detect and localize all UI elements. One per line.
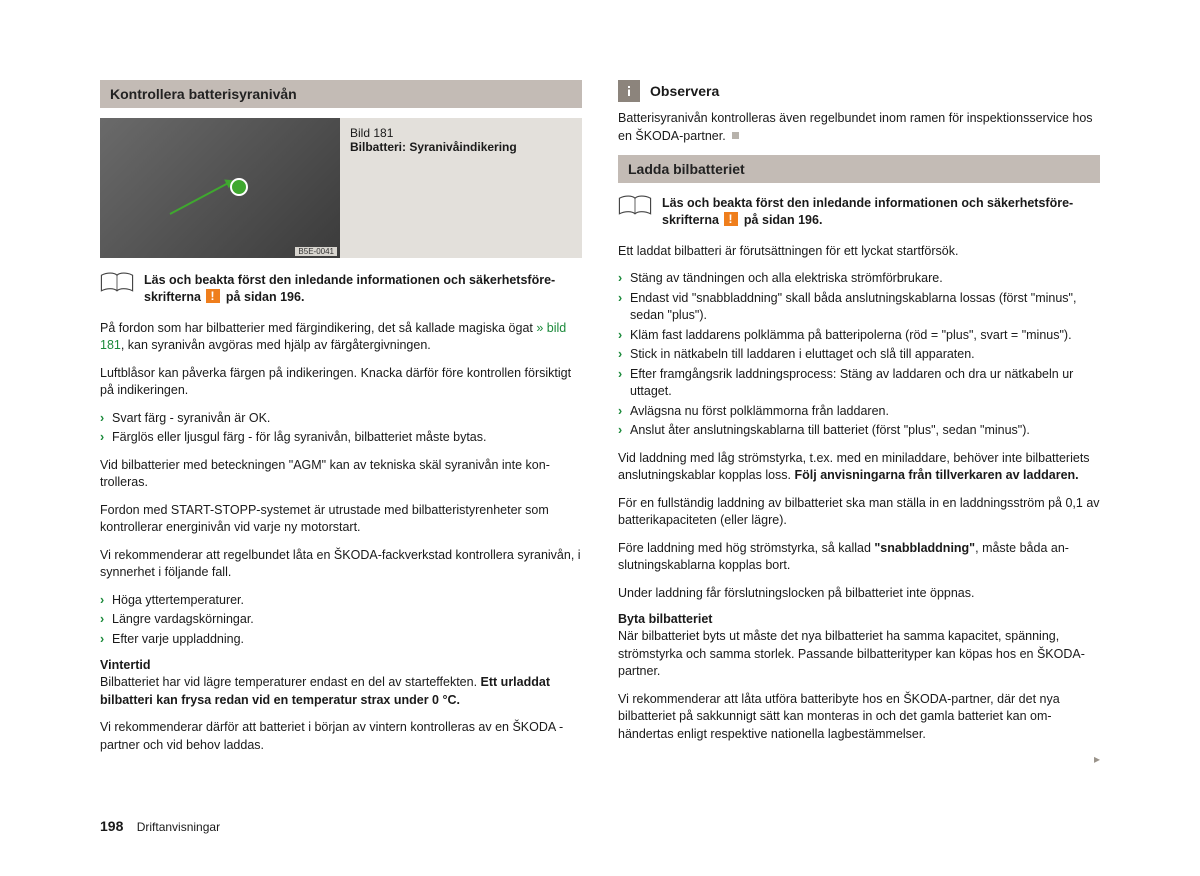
safety-note-text: Läs och beakta först den inledande infor… [144, 272, 582, 306]
figure-caption-text: Bilbatteri: Syranivåindikering [350, 140, 572, 154]
safety-note-right: Läs och beakta först den inledande infor… [618, 195, 1100, 229]
para-recommend-check: Vi rekommenderar att regelbundet låta en… [100, 547, 582, 582]
observera-header: Observera [618, 80, 1100, 102]
list-item: Anslut åter anslutningskablarna till bat… [618, 422, 1100, 440]
para-observera: Batterisyranivån kontrolleras även regel… [618, 110, 1100, 145]
winter-heading: Vintertid [100, 658, 582, 672]
para-replace-1: När bilbatteriet byts ut måste det nya b… [618, 628, 1100, 681]
list-item: Längre vardagskörningar. [100, 611, 582, 629]
para-full-charge: För en fullständig laddning av bilbatter… [618, 495, 1100, 530]
list-item: Efter framgångsrik laddningsprocess: Stä… [618, 366, 1100, 401]
para-winter-2: Vi rekommenderar därför att batteriet i … [100, 719, 582, 754]
page-footer: 198 Driftanvisningar [100, 818, 220, 834]
charge-steps-list: Stäng av tändningen och alla elektriska … [618, 270, 1100, 440]
para-start-stop: Fordon med START-STOPP-systemet är utrus… [100, 502, 582, 537]
book-icon [618, 195, 652, 220]
para-low-current: Vid laddning med låg strömstyrka, t.ex. … [618, 450, 1100, 485]
safety-note-left: Läs och beakta först den inledande infor… [100, 272, 582, 306]
list-item: Endast vid "snabbladdning" skall båda an… [618, 290, 1100, 325]
safety-note-text: Läs och beakta först den inledande infor… [662, 195, 1100, 229]
hazard-icon [206, 289, 220, 303]
color-indicator-list: Svart färg - syranivån är OK. Färglös el… [100, 410, 582, 447]
footer-section-name: Driftanvisningar [137, 820, 220, 834]
para-charge-intro: Ett laddat bilbatteri är förutsättningen… [618, 243, 1100, 261]
para-replace-2: Vi rekommenderar att låta utföra batteri… [618, 691, 1100, 744]
list-item: Avlägsna nu först polklämmorna från ladd… [618, 403, 1100, 421]
figure-181: B5E-0041 Bild 181 Bilbatteri: Syranivåin… [100, 118, 582, 258]
section-title-charge: Ladda bilbatteriet [618, 155, 1100, 183]
list-item: Stick in nätkabeln till laddaren i elutt… [618, 346, 1100, 364]
check-cases-list: Höga yttertemperaturer. Längre vardagskö… [100, 592, 582, 649]
left-column: Kontrollera batterisyranivån B5E-0041 Bi… [100, 80, 582, 764]
figure-181-image: B5E-0041 [100, 118, 340, 258]
info-icon [618, 80, 640, 102]
list-item: Efter varje uppladdning. [100, 631, 582, 649]
list-item: Svart färg - syranivån är OK. [100, 410, 582, 428]
para-agm: Vid bilbatterier med beteckningen "AGM" … [100, 457, 582, 492]
page-content: Kontrollera batterisyranivån B5E-0041 Bi… [0, 0, 1200, 804]
list-item: Höga yttertemperaturer. [100, 592, 582, 610]
page-number: 198 [100, 818, 123, 834]
book-icon [100, 272, 134, 297]
para-caps: Under laddning får förslutningslocken på… [618, 585, 1100, 603]
para-winter-1: Bilbatteriet har vid lägre temperaturer … [100, 674, 582, 709]
observera-title: Observera [650, 83, 719, 99]
figure-image-code: B5E-0041 [295, 247, 337, 256]
figure-caption-label: Bild 181 [350, 126, 572, 140]
list-item: Färglös eller ljusgul färg - för låg syr… [100, 429, 582, 447]
hazard-icon [724, 212, 738, 226]
figure-181-caption: Bild 181 Bilbatteri: Syranivåindikering [340, 118, 582, 258]
continuation-arrow-icon: ▸ [1094, 752, 1100, 766]
replace-heading: Byta bilbatteriet [618, 612, 1100, 626]
section-end-marker [732, 132, 739, 139]
right-column: Observera Batterisyranivån kontrolleras … [618, 80, 1100, 764]
list-item: Stäng av tändningen och alla elektriska … [618, 270, 1100, 288]
list-item: Kläm fast laddarens polklämma på batteri… [618, 327, 1100, 345]
section-title-check-acid: Kontrollera batterisyranivån [100, 80, 582, 108]
para-magic-eye: På fordon som har bilbatterier med färgi… [100, 320, 582, 355]
para-air-bubbles: Luftblåsor kan påverka färgen på indiker… [100, 365, 582, 400]
para-fast-charge: Före laddning med hög strömstyrka, så ka… [618, 540, 1100, 575]
